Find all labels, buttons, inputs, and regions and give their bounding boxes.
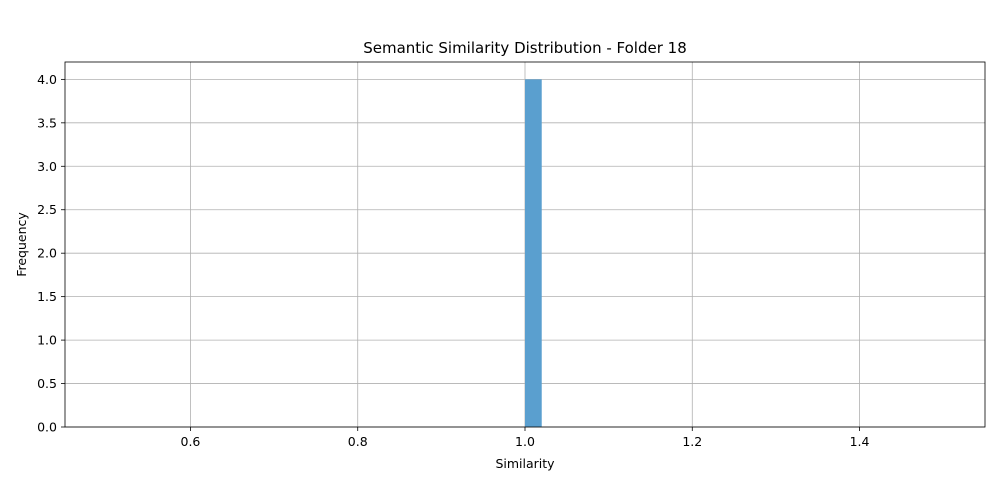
y-tick-label: 2.0: [37, 246, 57, 261]
y-tick-label: 3.5: [37, 115, 57, 130]
chart-title: Semantic Similarity Distribution - Folde…: [363, 39, 686, 57]
y-tick-label: 0.0: [37, 420, 57, 435]
histogram-bar: [525, 79, 542, 427]
y-tick-label: 1.0: [37, 333, 57, 348]
y-axis-label: Frequency: [14, 212, 29, 277]
x-axis-label: Similarity: [495, 456, 555, 471]
bar-layer: [525, 79, 542, 427]
x-tick-label: 0.6: [181, 434, 201, 449]
x-tick-label: 1.2: [682, 434, 702, 449]
y-tick-label: 3.0: [37, 159, 57, 174]
x-tick-label: 0.8: [348, 434, 368, 449]
y-tick-label: 4.0: [37, 72, 57, 87]
tick-layer: 0.6 0.8 1.0 1.2 1.4 0.0 0.5 1.0 1.5 2.0 2.5 3.0 3.5 4…: [37, 72, 869, 449]
x-tick-label: 1.0: [515, 434, 535, 449]
y-tick-label: 1.5: [37, 289, 57, 304]
y-tick-label: 0.5: [37, 376, 57, 391]
x-tick-label: 1.4: [850, 434, 870, 449]
y-tick-label: 2.5: [37, 202, 57, 217]
